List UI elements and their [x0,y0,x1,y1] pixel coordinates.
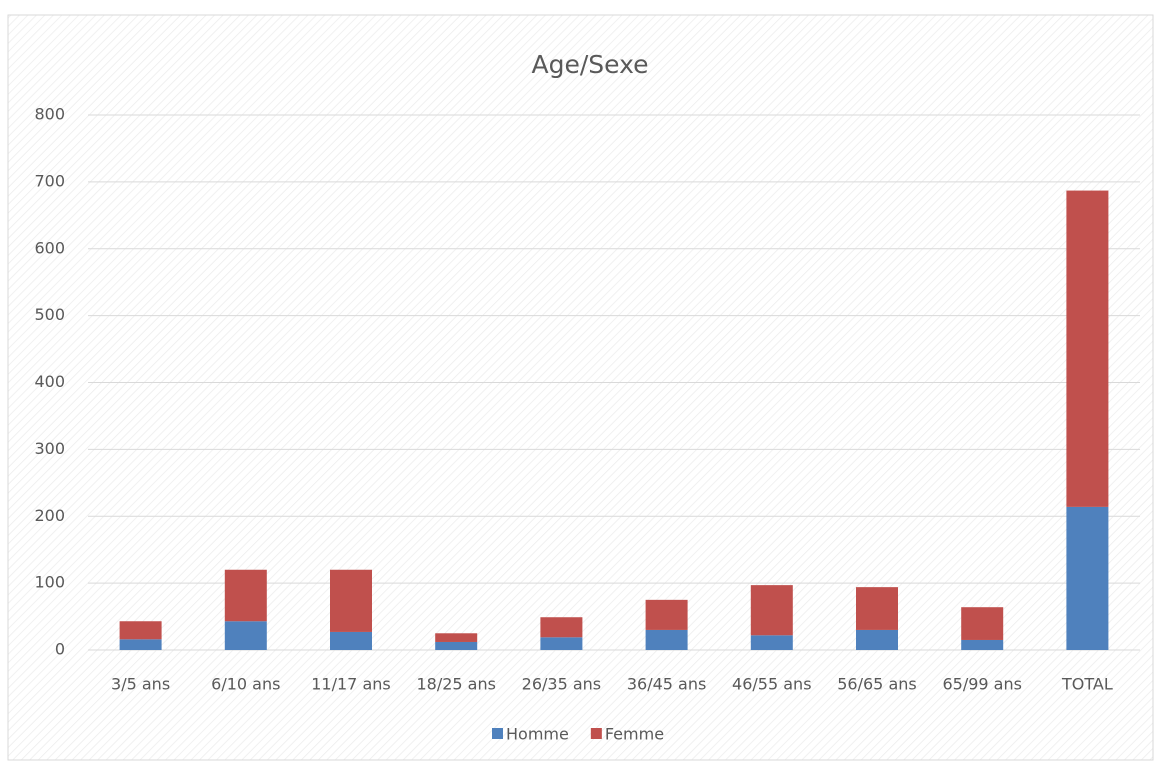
x-tick-label: 26/35 ans [522,675,601,694]
legend-label: Homme [506,725,569,744]
bar-segment [961,639,1004,650]
legend-label: Femme [605,725,664,744]
bar-segment [1066,506,1109,650]
y-tick-label: 700 [34,171,65,190]
bar-segment [224,569,267,622]
bar-segment [750,635,793,650]
bar-segment [330,569,372,632]
y-tick-label: 800 [34,105,65,124]
legend-swatch [492,728,503,739]
bar-segment [119,639,162,650]
x-tick-label: 36/45 ans [627,675,706,694]
bar-segment [435,641,478,650]
x-tick-label: 18/25 ans [416,675,495,694]
x-tick-label: 56/65 ans [837,675,916,694]
bar-segment [856,629,898,650]
x-tick-label: TOTAL [1061,675,1113,694]
bar-segment [750,585,793,636]
bar-segment [224,621,267,650]
bar-segment [961,607,1004,640]
bar-segment [645,599,688,630]
bar-segment [856,587,898,630]
x-tick-label: 65/99 ans [942,675,1021,694]
y-tick-label: 100 [34,573,65,592]
x-tick-label: 46/55 ans [732,675,811,694]
y-tick-label: 500 [34,305,65,324]
y-tick-label: 400 [34,372,65,391]
y-tick-label: 200 [34,506,65,525]
bar-segment [540,637,583,650]
bar-segment [645,629,688,650]
y-tick-label: 300 [34,439,65,458]
bar-segment [119,621,162,640]
y-tick-label: 0 [55,640,65,659]
chart-title: Age/Sexe [532,50,649,79]
legend-swatch [590,728,602,739]
x-tick-label: 3/5 ans [111,675,170,694]
bar-segment [1066,190,1109,507]
x-tick-label: 11/17 ans [311,675,390,694]
y-tick-label: 600 [34,238,65,257]
bar-segment [330,631,372,650]
x-tick-label: 6/10 ans [211,675,280,694]
bar-segment [435,633,478,642]
bar-segment [540,617,583,638]
